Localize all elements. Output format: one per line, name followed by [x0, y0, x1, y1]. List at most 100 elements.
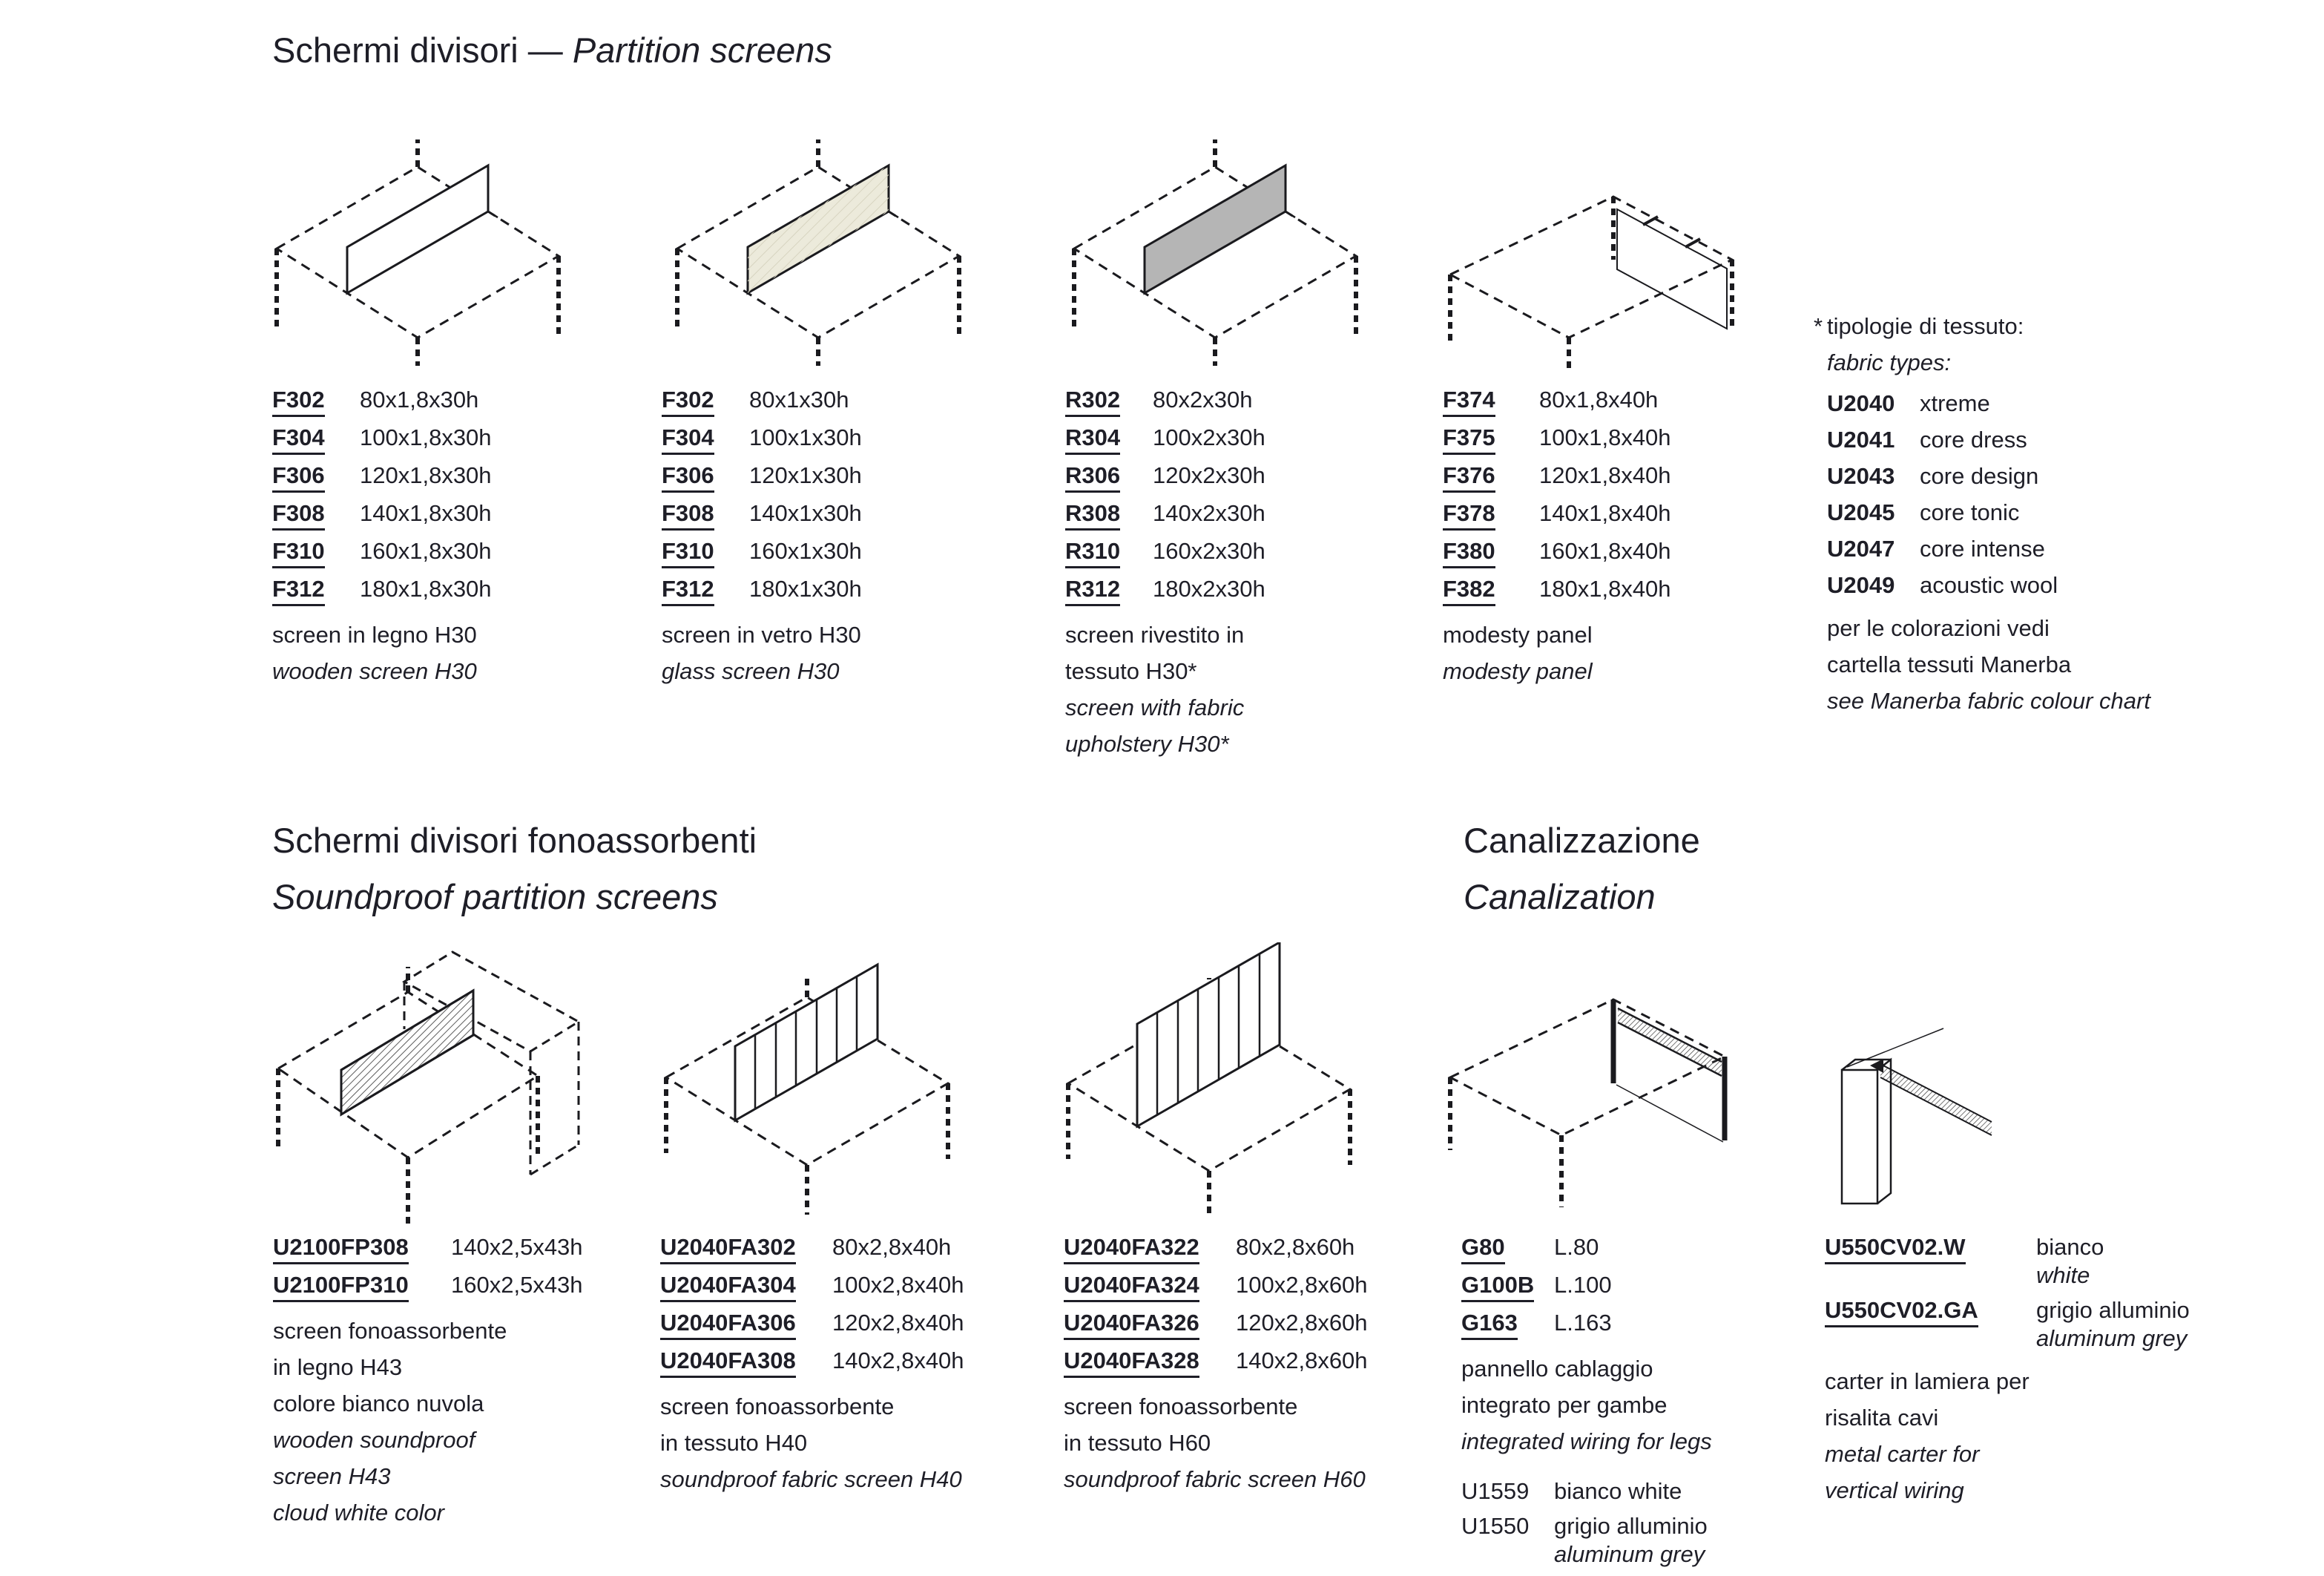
- caption-line-italian: screen fonoassorbente: [1064, 1393, 1298, 1419]
- canalization-section-title: Canalizzazione Canalization: [1464, 812, 1700, 925]
- product-code: F312: [272, 575, 325, 606]
- spec-row: F304 100x1x30h: [662, 424, 1018, 455]
- product-dimensions: 140x1x30h: [749, 500, 862, 526]
- product-code-cell: U550CV02.GA: [1825, 1296, 2036, 1327]
- fabric-row: U2041 core dress: [1827, 426, 2290, 454]
- product-code: F375: [1443, 424, 1495, 455]
- caption-line-italian: in tessuto H60: [1064, 1430, 1211, 1456]
- product-code-cell: F378: [1443, 499, 1539, 531]
- page-title: Schermi divisori — Partition screens: [272, 22, 832, 79]
- product-code: U550CV02.W: [1825, 1233, 1966, 1264]
- fabric-code: U2043: [1827, 463, 1895, 489]
- product-code: F380: [1443, 537, 1495, 568]
- product-code: R302: [1065, 386, 1121, 417]
- wooden-screen-illustration: [263, 134, 575, 367]
- fabric-code: U2041: [1827, 427, 1895, 453]
- fabric-code-cell: U2043: [1827, 462, 1920, 490]
- product-code: G100B: [1461, 1271, 1535, 1302]
- caption-line-english: integrated wiring for legs: [1461, 1428, 1712, 1454]
- product-code-cell: F302: [662, 386, 749, 417]
- product-code-cell: R304: [1065, 424, 1153, 455]
- color-code-cell: U1559: [1461, 1477, 1554, 1506]
- product-dimensions: 80x1x30h: [749, 387, 849, 413]
- spec-row: G163 L.163: [1461, 1309, 1810, 1340]
- product-code: U2040FA324: [1064, 1271, 1199, 1302]
- product-dimensions: 80x2x30h: [1153, 387, 1253, 413]
- product-code: R306: [1065, 462, 1121, 493]
- spec-table: U2100FP308 140x2,5x43h U2100FP310 160x2,…: [273, 1233, 644, 1302]
- product-dimensions: 160x2,5x43h: [451, 1272, 583, 1298]
- product-code-cell: U2040FA306: [660, 1309, 832, 1340]
- color-label: grigio alluminio: [1554, 1513, 1708, 1539]
- product-code-cell: U2100FP310: [273, 1271, 451, 1302]
- caption-line-italian: risalita cavi: [1825, 1405, 1939, 1431]
- product-code: U550CV02.GA: [1825, 1296, 1978, 1327]
- product-dimensions: 160x1,8x40h: [1539, 538, 1671, 564]
- spec-row: F310 160x1x30h: [662, 537, 1018, 568]
- product-code: F306: [272, 462, 325, 493]
- wiring-panel-colors: U1559 bianco white U1550 grigio allumini…: [1461, 1477, 1810, 1569]
- fabric-list: U2040 xtreme U2041 core dress U2043 core…: [1815, 390, 2290, 600]
- fabric-code: U2040: [1827, 390, 1895, 416]
- product-dimensions: 180x2x30h: [1153, 576, 1265, 602]
- caption-line-italian: screen in vetro H30: [662, 622, 861, 648]
- spec-table: F302 80x1,8x30h F304 100x1,8x30h F306 12…: [272, 386, 628, 606]
- product-code-cell: U2040FA328: [1064, 1347, 1236, 1378]
- vertical-carter-illustration: [1840, 1028, 1992, 1205]
- soundproof-title-italian: Schermi divisori fonoassorbenti: [272, 821, 757, 860]
- product-code: U2040FA328: [1064, 1347, 1199, 1378]
- spec-row: R308 140x2x30h: [1065, 499, 1421, 531]
- fabric-footer-line-italian: per le colorazioni vedi: [1827, 615, 2050, 641]
- fabric-row: U2047 core intense: [1827, 535, 2290, 563]
- fabric-row: U2040 xtreme: [1827, 390, 2290, 418]
- product-code: R310: [1065, 537, 1121, 568]
- caption-line-english: cloud white color: [273, 1500, 444, 1526]
- fabric-name: xtreme: [1920, 390, 1990, 416]
- product-code: F374: [1443, 386, 1495, 417]
- product-dimensions: 80x2,8x60h: [1236, 1234, 1355, 1260]
- soundproof-section-title: Schermi divisori fonoassorbenti Soundpro…: [272, 812, 757, 925]
- caption-line-italian: pannello cablaggio: [1461, 1356, 1653, 1382]
- product-code-cell: F310: [272, 537, 360, 568]
- product-dimensions: 180x1,8x30h: [360, 576, 492, 602]
- spec-row: F306 120x1x30h: [662, 462, 1018, 493]
- fabric-footer-line-english: see Manerba fabric colour chart: [1827, 688, 2150, 714]
- product-code-cell: F308: [272, 499, 360, 531]
- fabric-code-cell: U2047: [1827, 535, 1920, 563]
- product-dimensions: 120x2x30h: [1153, 462, 1265, 488]
- fabric-name: core intense: [1920, 536, 2045, 562]
- spec-table: F302 80x1x30h F304 100x1x30h F306 120x1x…: [662, 386, 1018, 606]
- wiring-panel-illustration: [1447, 998, 1728, 1207]
- product-code-cell: R310: [1065, 537, 1153, 568]
- product-dimensions: 180x1,8x40h: [1539, 576, 1671, 602]
- product-dimensions: 100x2,8x60h: [1236, 1272, 1368, 1298]
- spec-row: U2040FA326 120x2,8x60h: [1064, 1309, 1449, 1340]
- spec-row: U2100FP310 160x2,5x43h: [273, 1271, 644, 1302]
- modesty-panel-illustration: [1447, 195, 1735, 373]
- product-code-cell: U2040FA302: [660, 1233, 832, 1264]
- product-caption: carter in lamiera per risalita cavi metal…: [1825, 1363, 2300, 1508]
- color-label-english: white: [2036, 1262, 2090, 1288]
- product-dimensions: 160x2x30h: [1153, 538, 1265, 564]
- product-code: U2100FP310: [273, 1271, 409, 1302]
- product-length: L.163: [1554, 1310, 1612, 1336]
- product-code-cell: F308: [662, 499, 749, 531]
- fabric-types-note: * tipologie di tessuto: fabric types: U2…: [1814, 308, 2290, 719]
- color-code: U1559: [1461, 1478, 1530, 1504]
- canalization-title-english: Canalization: [1464, 877, 1656, 916]
- product-block-soundproof-wooden: U2100FP308 140x2,5x43h U2100FP310 160x2,…: [273, 1233, 644, 1531]
- spec-row: U550CV02.GA grigio alluminio aluminum gr…: [1825, 1296, 2300, 1353]
- product-block-soundproof-fabric-h40: U2040FA302 80x2,8x40h U2040FA304 100x2,8…: [660, 1233, 1046, 1497]
- product-caption: screen in legno H30 wooden screen H30: [272, 617, 628, 689]
- caption-line-english: soundproof fabric screen H60: [1064, 1466, 1366, 1492]
- caption-line-italian: in tessuto H40: [660, 1430, 808, 1456]
- soundproof-title-english: Soundproof partition screens: [272, 877, 718, 916]
- product-code: F378: [1443, 499, 1495, 531]
- fabric-code-cell: U2049: [1827, 571, 1920, 600]
- product-code: F308: [662, 499, 714, 531]
- caption-line-english: soundproof fabric screen H40: [660, 1466, 962, 1492]
- product-dimensions: 100x2x30h: [1153, 424, 1265, 450]
- product-code: G80: [1461, 1233, 1505, 1264]
- product-code: F302: [662, 386, 714, 417]
- caption-line-italian: colore bianco nuvola: [273, 1391, 484, 1416]
